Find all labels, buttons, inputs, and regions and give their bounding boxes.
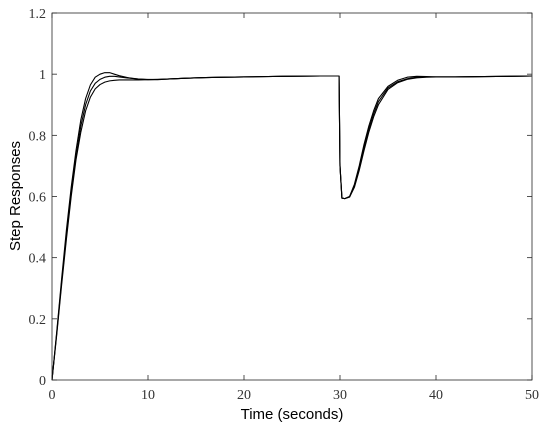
plot-frame bbox=[51, 12, 533, 381]
y-tick-label: 0.4 bbox=[29, 252, 47, 267]
series-group bbox=[51, 72, 533, 381]
ticks-group: 0 10 20 30 40 50 0 0.2 0.4 0.6 0.8 1 1.2 bbox=[29, 7, 540, 403]
y-tick-label: 1 bbox=[39, 68, 46, 83]
x-tick-label: 20 bbox=[237, 388, 251, 403]
x-tick-label: 30 bbox=[333, 388, 347, 403]
y-tick-label: 0.8 bbox=[29, 129, 47, 144]
x-tick-label: 40 bbox=[429, 388, 443, 403]
x-tick-label: 50 bbox=[525, 388, 539, 403]
y-tick-label: 0.2 bbox=[29, 313, 47, 328]
y-tick-label: 0 bbox=[39, 374, 46, 389]
step-response-line-3 bbox=[51, 75, 533, 381]
plot-area bbox=[52, 13, 532, 380]
y-axis-label: Step Responses bbox=[7, 141, 24, 251]
y-tick-label: 0.6 bbox=[29, 191, 47, 206]
y-tick-label: 1.2 bbox=[29, 7, 47, 22]
x-tick-label: 10 bbox=[141, 388, 155, 403]
x-axis-label: Time (seconds) bbox=[241, 406, 344, 423]
x-tick-label: 0 bbox=[49, 388, 56, 403]
